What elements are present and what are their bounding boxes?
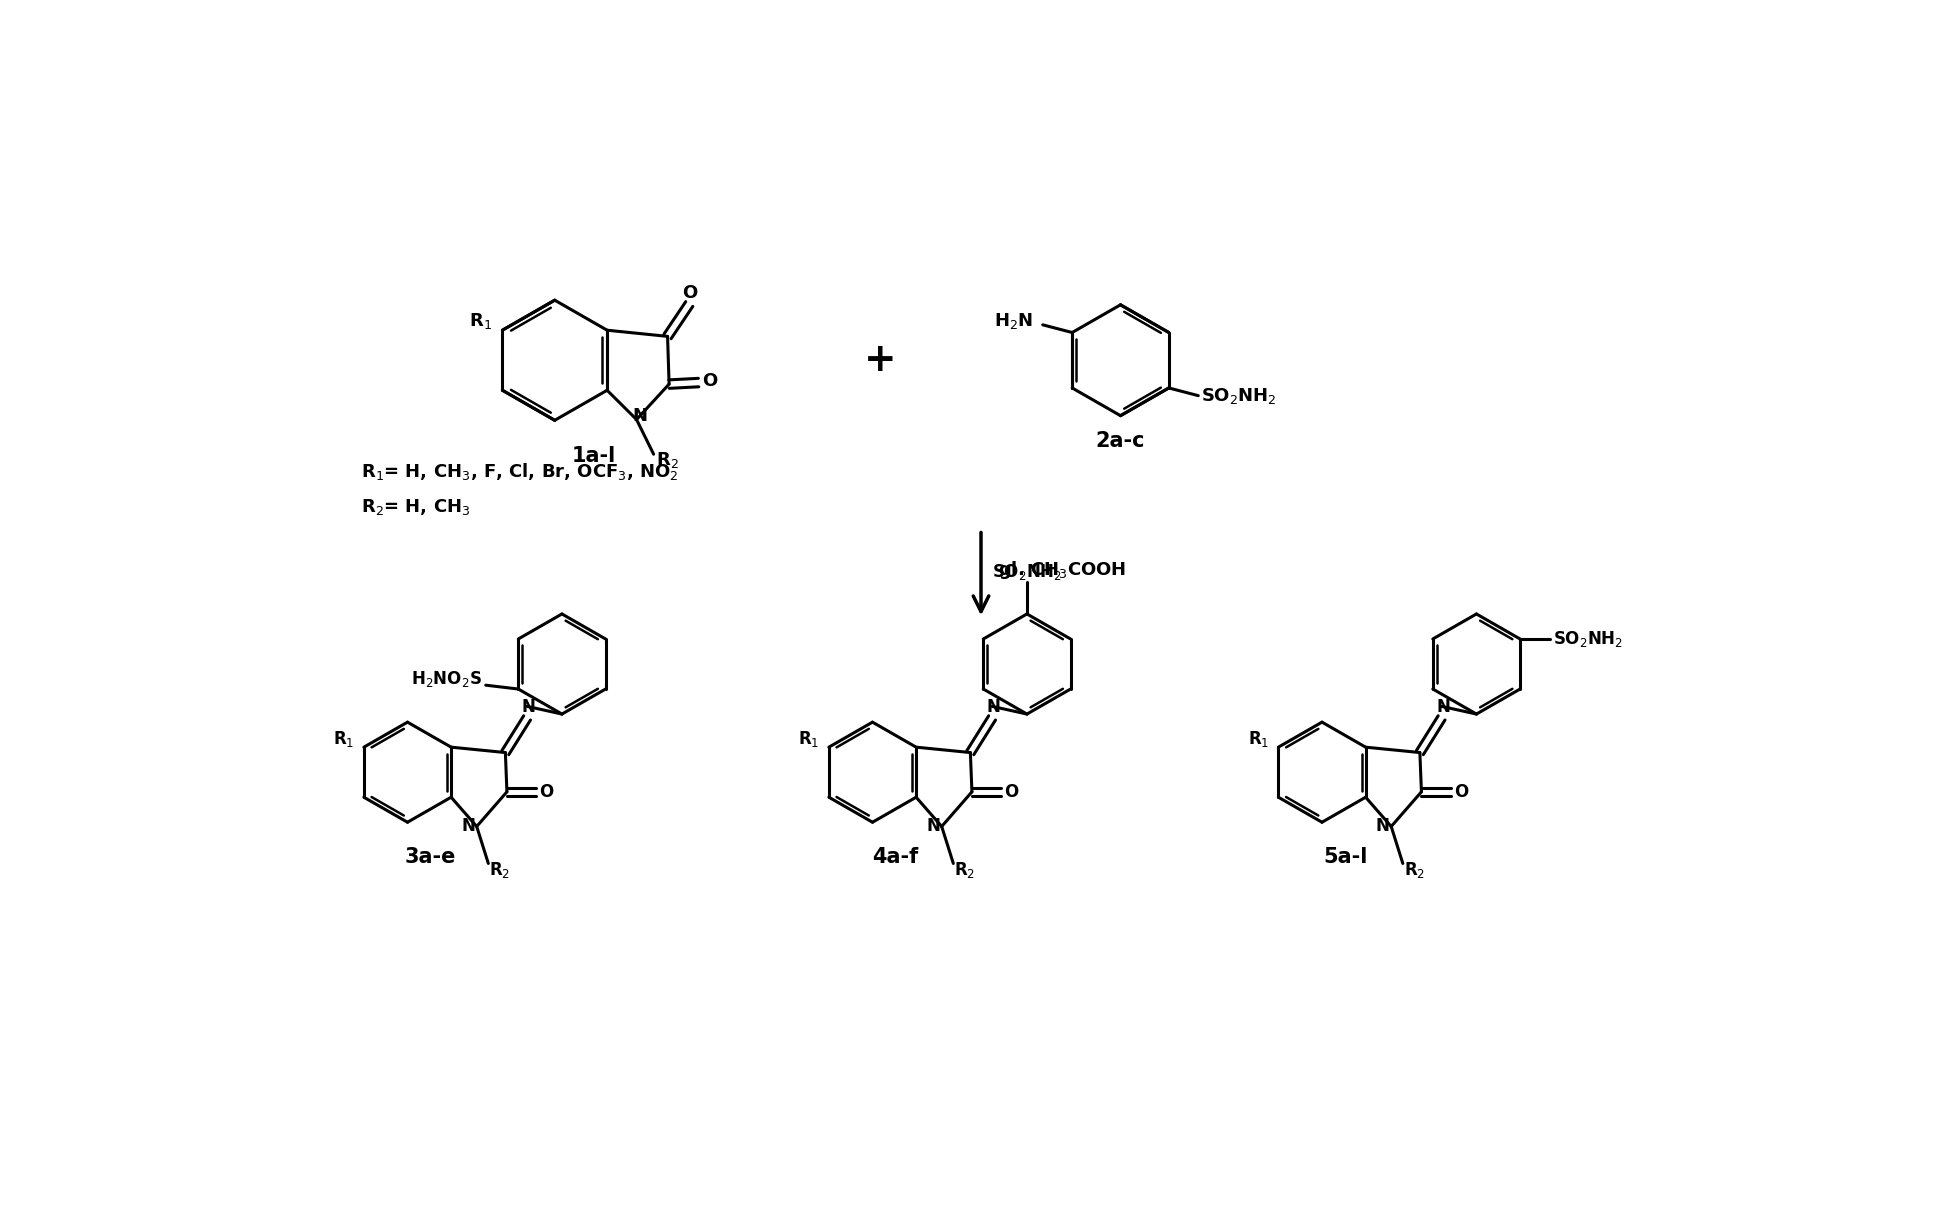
Text: N: N <box>1376 816 1389 835</box>
Text: O: O <box>683 284 697 303</box>
Text: gl. CH$_3$COOH: gl. CH$_3$COOH <box>998 559 1125 581</box>
Text: N: N <box>926 816 939 835</box>
Text: 4a-f: 4a-f <box>873 847 918 867</box>
Text: O: O <box>1004 783 1018 801</box>
Text: R$_1$: R$_1$ <box>1247 730 1268 750</box>
Text: N: N <box>462 816 476 835</box>
Text: R$_2$: R$_2$ <box>656 451 679 470</box>
Text: R$_2$: R$_2$ <box>1403 859 1425 880</box>
Text: SO$_2$NH$_2$: SO$_2$NH$_2$ <box>1552 629 1622 649</box>
Text: R$_1$: R$_1$ <box>468 311 491 331</box>
Text: H$_2$NO$_2$S: H$_2$NO$_2$S <box>411 668 481 689</box>
Text: N: N <box>1434 698 1450 716</box>
Text: R$_1$= H, CH$_3$, F, Cl, Br, OCF$_3$, NO$_2$: R$_1$= H, CH$_3$, F, Cl, Br, OCF$_3$, NO… <box>360 462 679 483</box>
Text: 2a-c: 2a-c <box>1096 431 1145 451</box>
Text: R$_1$: R$_1$ <box>333 730 354 750</box>
Text: O: O <box>538 783 554 801</box>
Text: +: + <box>863 341 896 379</box>
Text: O: O <box>701 372 716 390</box>
Text: SO$_2$NH$_2$: SO$_2$NH$_2$ <box>992 563 1061 582</box>
Text: 1a-l: 1a-l <box>571 447 614 467</box>
Text: R$_2$: R$_2$ <box>489 859 511 880</box>
Text: 3a-e: 3a-e <box>405 847 456 867</box>
Text: N: N <box>521 698 536 716</box>
Text: R$_2$= H, CH$_3$: R$_2$= H, CH$_3$ <box>360 496 470 517</box>
Text: 5a-l: 5a-l <box>1323 847 1366 867</box>
Text: O: O <box>1454 783 1468 801</box>
Text: N: N <box>986 698 1000 716</box>
Text: R$_1$: R$_1$ <box>798 730 820 750</box>
Text: N: N <box>632 407 648 426</box>
Text: R$_2$: R$_2$ <box>953 859 975 880</box>
Text: H$_2$N: H$_2$N <box>994 311 1033 331</box>
Text: SO$_2$NH$_2$: SO$_2$NH$_2$ <box>1202 385 1276 406</box>
